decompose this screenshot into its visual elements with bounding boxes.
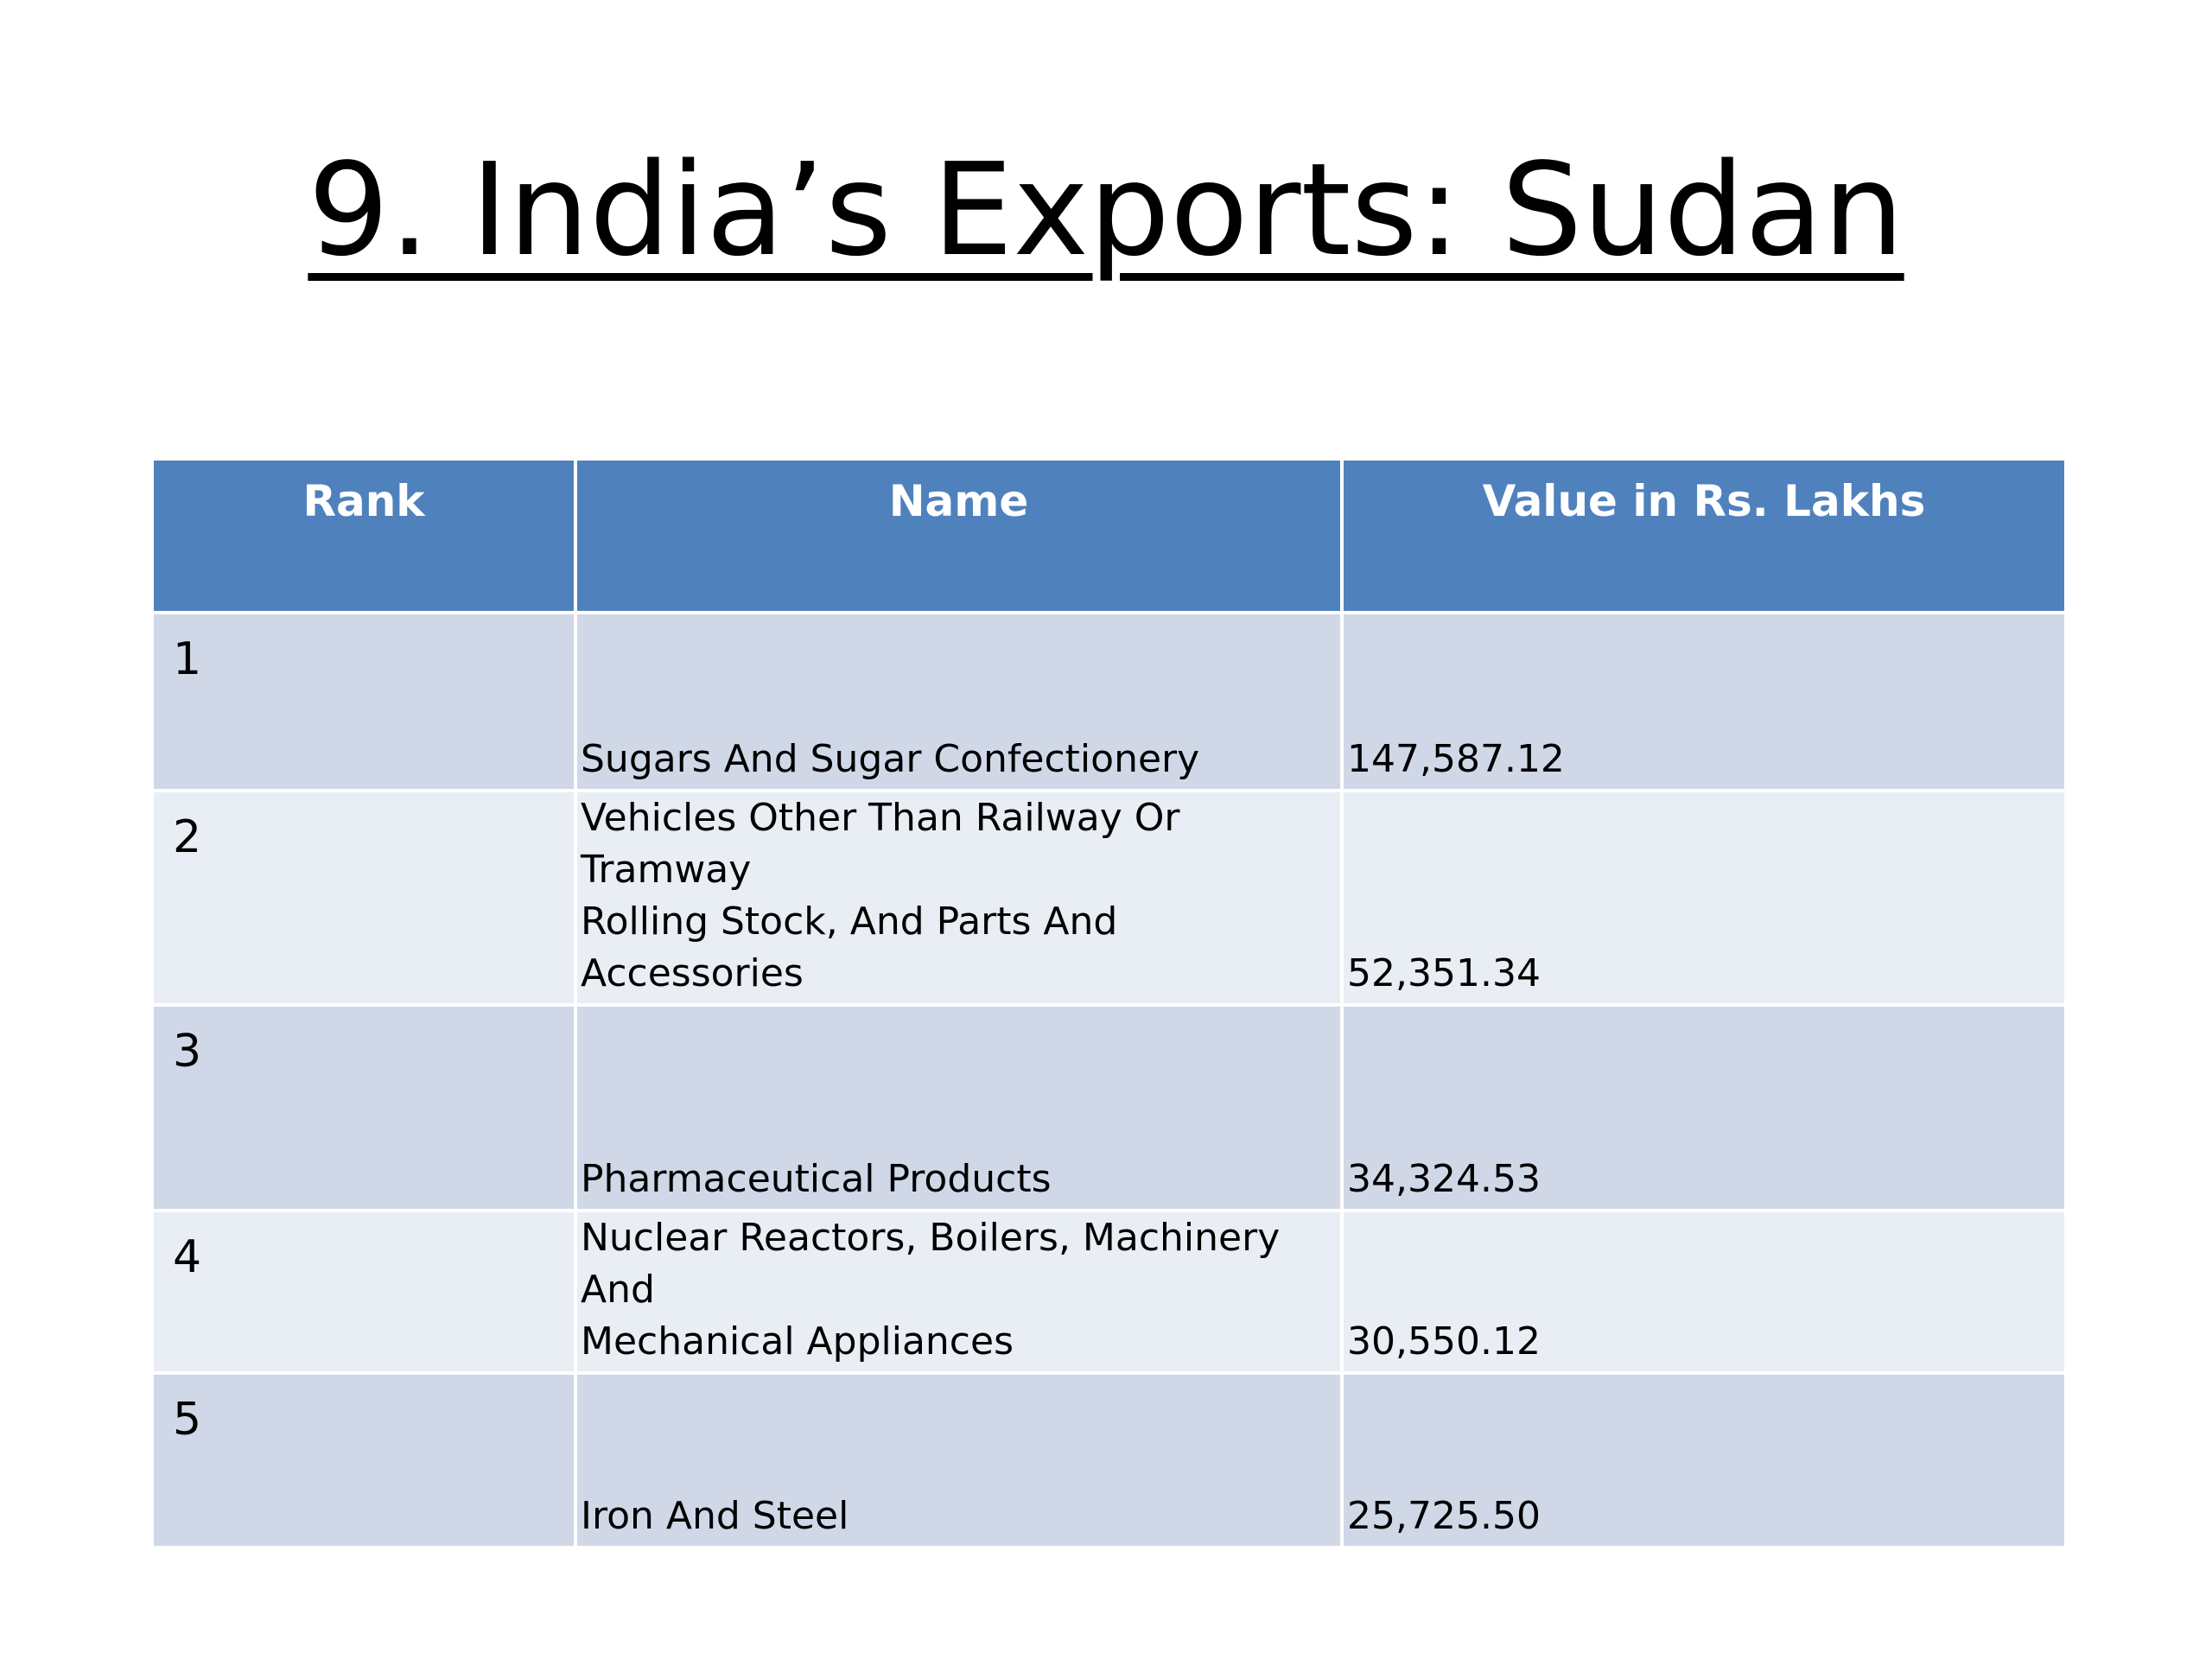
value-cell: 30,550.12: [1340, 1209, 2068, 1375]
name-text: Nuclear Reactors, Boilers, Machinery And…: [581, 1216, 1281, 1363]
rank-cell: 2: [150, 789, 577, 1007]
value-cell: 52,351.34: [1340, 789, 2068, 1007]
header-name: Name: [574, 457, 1344, 614]
header-rank: Rank: [150, 457, 577, 614]
value-cell: 25,725.50: [1340, 1371, 2068, 1549]
table-row: 5 Iron And Steel 25,725.50: [150, 1371, 2068, 1549]
rank-cell: 4: [150, 1209, 577, 1375]
rank-cell: 3: [150, 1003, 577, 1212]
table-row: 1 Sugars And Sugar Confectionery 147,587…: [150, 611, 2068, 792]
name-cell: Vehicles Other Than Railway Or Tramway R…: [574, 789, 1344, 1007]
header-value: Value in Rs. Lakhs: [1340, 457, 2068, 614]
exports-table: Rank Name Value in Rs. Lakhs 1 Sugars An…: [150, 457, 2068, 1549]
table-row: 2 Vehicles Other Than Railway Or Tramway…: [150, 789, 2068, 1007]
name-cell: Pharmaceutical Products: [574, 1003, 1344, 1212]
name-cell: Iron And Steel: [574, 1371, 1344, 1549]
name-text: Pharmaceutical Products: [581, 1157, 1052, 1201]
rank-cell: 1: [150, 611, 577, 792]
value-cell: 147,587.12: [1340, 611, 2068, 792]
name-cell: Sugars And Sugar Confectionery: [574, 611, 1344, 792]
name-text: Sugars And Sugar Confectionery: [581, 737, 1200, 781]
slide-title: 9. India’s Exports: Sudan: [308, 136, 1904, 284]
name-text: Iron And Steel: [581, 1494, 849, 1538]
value-cell: 34,324.53: [1340, 1003, 2068, 1212]
table-row: 4 Nuclear Reactors, Boilers, Machinery A…: [150, 1209, 2068, 1375]
table-header-row: Rank Name Value in Rs. Lakhs: [150, 457, 2068, 614]
table-row: 3 Pharmaceutical Products 34,324.53: [150, 1003, 2068, 1212]
name-text: Vehicles Other Than Railway Or Tramway R…: [581, 796, 1180, 995]
rank-cell: 5: [150, 1371, 577, 1549]
name-cell: Nuclear Reactors, Boilers, Machinery And…: [574, 1209, 1344, 1375]
